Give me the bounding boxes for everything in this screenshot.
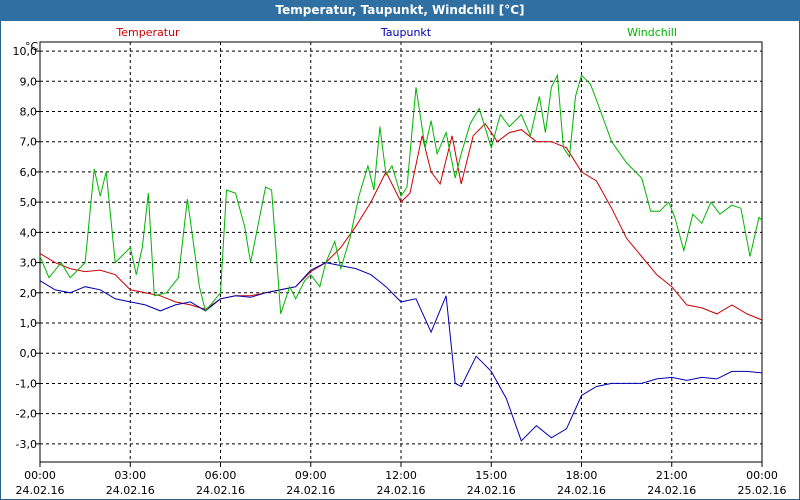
y-tick-label: 9,0 bbox=[20, 75, 38, 88]
y-tick-label: 6,0 bbox=[20, 166, 38, 179]
y-tick-label: -1,0 bbox=[16, 377, 37, 390]
y-tick-label: 10,0 bbox=[13, 45, 38, 58]
series-lines bbox=[39, 73, 763, 442]
y-tick-label: 1,0 bbox=[20, 317, 38, 330]
x-tick-time: 00:00 bbox=[746, 469, 778, 482]
x-tick-time: 06:00 bbox=[205, 469, 237, 482]
series-line-windchill bbox=[39, 73, 763, 315]
x-tick-date: 24.02.16 bbox=[16, 484, 65, 497]
x-tick-date: 24.02.16 bbox=[377, 484, 426, 497]
legend-entry-taupunkt: Taupunkt bbox=[380, 26, 432, 39]
x-tick-time: 03:00 bbox=[114, 469, 146, 482]
y-tick-label: 5,0 bbox=[20, 196, 38, 209]
x-tick-time: 15:00 bbox=[475, 469, 507, 482]
y-tick-label: 4,0 bbox=[20, 226, 38, 239]
chart-title: Temperatur, Taupunkt, Windchill [°C] bbox=[0, 0, 800, 21]
legend-entry-windchill: Windchill bbox=[627, 26, 677, 39]
x-tick-time: 00:00 bbox=[24, 469, 56, 482]
x-tick-date: 24.02.16 bbox=[106, 484, 155, 497]
y-tick-label: -3,0 bbox=[16, 438, 37, 451]
series-line-temperatur bbox=[39, 122, 763, 321]
x-tick-date: 24.02.16 bbox=[557, 484, 606, 497]
y-axis-label: °C bbox=[25, 40, 39, 53]
x-tick-time: 18:00 bbox=[566, 469, 598, 482]
y-tick-label: 0,0 bbox=[20, 347, 38, 360]
legend: Temperatur Taupunkt Windchill bbox=[115, 26, 677, 39]
axes bbox=[36, 41, 763, 467]
series-line-taupunkt bbox=[39, 262, 763, 442]
x-tick-date: 24.02.16 bbox=[196, 484, 245, 497]
tick-labels: 10,0 9,0 8,0 7,0 6,0 5,0 4,0 3,0 2,0 1,0 0,0 -1,0 -2… bbox=[13, 45, 787, 497]
y-tick-label: 8,0 bbox=[20, 105, 38, 118]
x-tick-date: 25.02.16 bbox=[738, 484, 787, 497]
x-tick-time: 09:00 bbox=[295, 469, 327, 482]
y-tick-label: 2,0 bbox=[20, 287, 38, 300]
y-tick-label: 7,0 bbox=[20, 136, 38, 149]
x-tick-date: 24.02.16 bbox=[647, 484, 696, 497]
x-tick-date: 24.02.16 bbox=[286, 484, 335, 497]
legend-entry-temperatur: Temperatur bbox=[115, 26, 180, 39]
x-tick-date: 24.02.16 bbox=[467, 484, 516, 497]
x-tick-time: 12:00 bbox=[385, 469, 417, 482]
plot-border bbox=[39, 41, 763, 463]
y-tick-label: 3,0 bbox=[20, 257, 38, 270]
x-tick-time: 21:00 bbox=[656, 469, 688, 482]
grid bbox=[40, 42, 762, 462]
y-tick-label: -2,0 bbox=[16, 408, 37, 421]
